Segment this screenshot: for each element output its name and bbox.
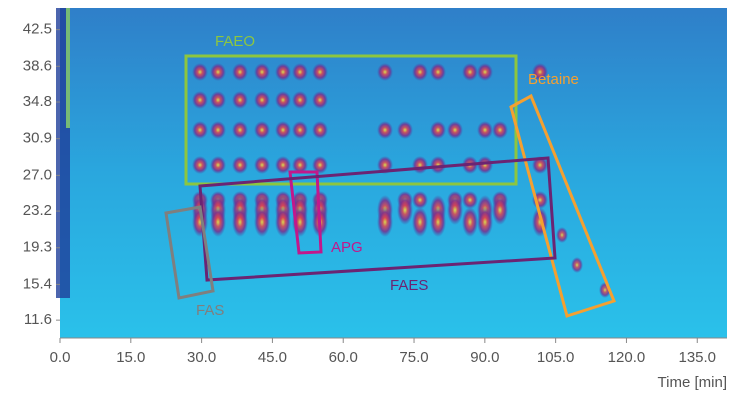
y-tick-label: 30.9 — [23, 130, 52, 147]
x-tick-label: 60.0 — [329, 349, 358, 366]
intensity-spot — [232, 207, 248, 237]
y-tick-label: 15.4 — [23, 275, 52, 292]
intensity-spot — [275, 156, 291, 174]
intensity-spot — [447, 195, 463, 225]
intensity-spot — [377, 207, 393, 237]
intensity-spot — [477, 121, 493, 139]
y-tick-label: 27.0 — [23, 166, 52, 183]
region-label: FAEO — [215, 33, 255, 50]
intensity-spot — [210, 121, 226, 139]
region-boxes: FAEO Betaine APG FAES FAS — [164, 33, 616, 319]
intensity-spot — [292, 91, 308, 109]
intensity-spot — [254, 207, 270, 237]
intensity-spot — [430, 121, 446, 139]
region-box — [509, 93, 616, 318]
intensity-spot — [430, 63, 446, 81]
intensity-spot — [462, 191, 478, 209]
region-box — [288, 170, 323, 255]
intensity-spot — [312, 121, 328, 139]
intensity-spot — [192, 156, 208, 174]
intensity-spot — [377, 121, 393, 139]
intensity-spot — [192, 121, 208, 139]
intensity-spot — [292, 63, 308, 81]
intensity-spot — [412, 63, 428, 81]
intensity-spot — [232, 91, 248, 109]
x-tick-label: 15.0 — [116, 349, 145, 366]
intensity-spot — [492, 121, 508, 139]
region-label: FAES — [390, 277, 428, 294]
intensity-spot — [192, 91, 208, 109]
intensity-spot — [412, 191, 428, 209]
intensity-spot — [532, 63, 548, 81]
intensity-spot — [275, 121, 291, 139]
intensity-spot — [377, 63, 393, 81]
intensity-spot — [532, 156, 548, 174]
intensity-spot — [210, 207, 226, 237]
intensity-spot — [477, 207, 493, 237]
intensity-spot — [275, 91, 291, 109]
intensity-spot — [397, 195, 413, 225]
intensity-spot — [232, 121, 248, 139]
intensity-spot — [462, 207, 478, 237]
region-label: Betaine — [528, 71, 579, 88]
intensity-spot — [192, 63, 208, 81]
region-box — [184, 54, 518, 186]
x-tick-label: 0.0 — [50, 349, 71, 366]
intensity-spot — [232, 63, 248, 81]
intensity-spot — [430, 207, 446, 237]
intensity-spot — [275, 207, 291, 237]
intensity-spot — [462, 63, 478, 81]
y-tick-label: 23.2 — [23, 202, 52, 219]
intensity-spot — [254, 91, 270, 109]
x-tick-label: 90.0 — [470, 349, 499, 366]
intensity-spot — [571, 257, 583, 273]
intensity-spot — [254, 156, 270, 174]
intensity-spot — [232, 156, 248, 174]
region-box — [198, 156, 557, 282]
intensity-spot — [477, 156, 493, 174]
intensity-spot — [312, 91, 328, 109]
x-tick-label: 45.0 — [258, 349, 287, 366]
intensity-spot — [412, 207, 428, 237]
intensity-spot — [397, 121, 413, 139]
x-tick-label: 105.0 — [537, 349, 575, 366]
y-tick-label: 11.6 — [24, 311, 52, 328]
region-label: FAS — [196, 302, 224, 319]
y-tick-label: 38.6 — [23, 57, 52, 74]
intensity-spot — [312, 156, 328, 174]
y-tick-label: 34.8 — [23, 93, 52, 110]
intensity-spot — [556, 227, 568, 243]
intensity-spot — [492, 195, 508, 225]
intensity-spot — [210, 63, 226, 81]
y-tick-label: 19.3 — [23, 239, 52, 256]
intensity-spot — [210, 91, 226, 109]
intensity-spot — [254, 63, 270, 81]
solvent-front-peak — [66, 8, 70, 128]
intensity-spot — [254, 121, 270, 139]
intensity-spot — [412, 156, 428, 174]
x-tick-label: 135.0 — [678, 349, 716, 366]
intensity-spot — [275, 63, 291, 81]
intensity-spots — [192, 63, 611, 298]
intensity-spot — [447, 121, 463, 139]
x-axis-label: Time [min] — [658, 374, 727, 391]
intensity-spot — [312, 63, 328, 81]
x-tick-label: 120.0 — [608, 349, 646, 366]
region-label: APG — [331, 239, 363, 256]
intensity-spot — [430, 156, 446, 174]
y-tick-label: 42.5 — [23, 21, 52, 38]
intensity-spot — [210, 156, 226, 174]
x-tick-label: 75.0 — [399, 349, 428, 366]
x-tick-label: 30.0 — [187, 349, 216, 366]
intensity-spot — [292, 156, 308, 174]
plot-background — [60, 8, 727, 338]
intensity-spot — [477, 63, 493, 81]
region-box — [164, 205, 215, 300]
intensity-spot — [292, 121, 308, 139]
